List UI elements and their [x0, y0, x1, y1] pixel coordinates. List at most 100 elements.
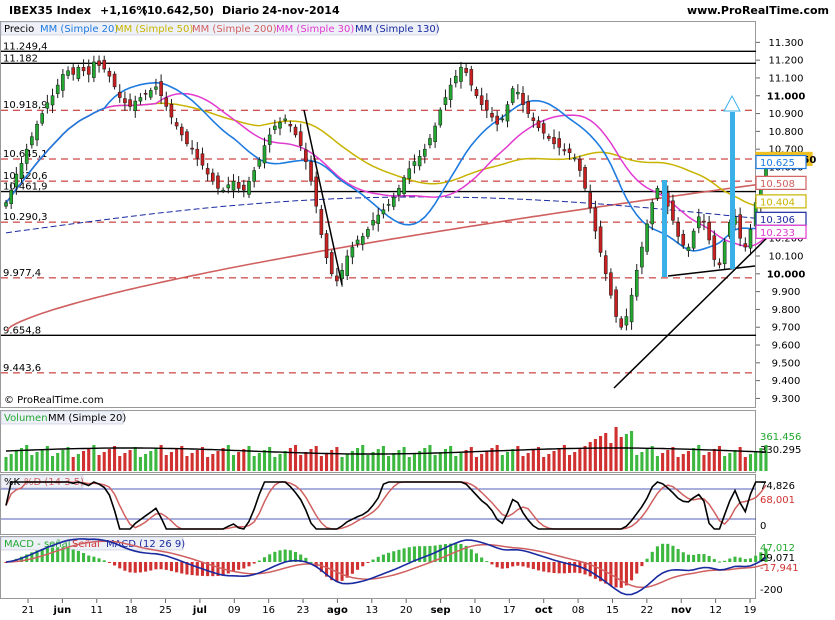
macd-hist-bar: [764, 548, 768, 562]
macd-hist-bar: [702, 554, 706, 562]
legend-mm20: MM (Simple 20): [40, 24, 118, 35]
x-tick-label: 13: [365, 605, 378, 616]
macd-hist-bar: [211, 562, 215, 577]
volume-bar: [635, 455, 639, 471]
volume-bar: [299, 455, 303, 471]
macd-hist-bar: [299, 554, 303, 562]
candle-body: [50, 95, 55, 106]
volume-bar: [593, 439, 597, 471]
level-label: 10.461,9: [3, 182, 48, 193]
volume-bar: [288, 448, 292, 471]
candle-body: [417, 156, 422, 167]
mm20-line: [5, 81, 767, 252]
macd-hist-bar: [485, 561, 489, 563]
volume-bar: [454, 456, 458, 471]
volume-bar: [433, 455, 437, 471]
candle: [66, 66, 70, 80]
macd-hist-bar: [505, 562, 510, 569]
macd-hist-bar: [547, 562, 551, 573]
candle-body: [593, 207, 598, 232]
downtrend-line: [303, 109, 343, 286]
volume-bar: [40, 449, 44, 471]
volume-bar: [61, 450, 65, 471]
candle-body: [391, 196, 396, 207]
candle-body: [288, 123, 293, 127]
macd-hist-bar: [526, 562, 530, 568]
volume-bar: [474, 457, 479, 471]
symbol-title: IBEX35 Index: [9, 4, 91, 17]
last-value-label: 10.508: [760, 179, 795, 190]
volume-bar: [133, 447, 137, 471]
candle-body: [195, 148, 200, 159]
candle: [4, 199, 8, 209]
candle-body: [159, 81, 163, 97]
macd-hist-bar: [624, 562, 628, 586]
candle-body: [428, 138, 432, 146]
stoch-k-line: [5, 481, 766, 530]
candle: [407, 160, 412, 185]
macd-hist-bar: [159, 562, 163, 570]
candle: [335, 267, 339, 287]
price-tick-label: 9.800: [772, 305, 801, 316]
volume-bar: [195, 450, 199, 471]
candle-body: [603, 255, 608, 275]
candle: [557, 131, 561, 156]
candle-body: [500, 118, 505, 121]
candle: [609, 268, 613, 299]
level-label: 9.654,8: [3, 325, 41, 336]
volume-bar: [361, 445, 365, 471]
candle-body: [572, 157, 577, 160]
volume-bar: [707, 452, 711, 471]
candle-body: [567, 148, 572, 153]
macd-signal-line: [5, 540, 767, 589]
candle: [603, 250, 608, 281]
volume-bar: [526, 453, 530, 471]
candle: [138, 93, 143, 105]
volume-bar: [480, 454, 484, 471]
candle: [722, 238, 727, 271]
candle-body: [422, 148, 427, 157]
macd-hist-bar: [268, 554, 272, 562]
site-title: www.ProRealTime.com: [687, 4, 829, 17]
candle-body: [216, 175, 220, 189]
candle-body: [619, 318, 624, 328]
candle: [231, 174, 236, 199]
volume-bar: [469, 447, 473, 471]
price-title: (10.642,50): [142, 4, 214, 17]
candle: [314, 171, 318, 214]
candle-body: [24, 148, 29, 164]
candle-body: [386, 204, 391, 206]
volume-bar: [252, 456, 256, 471]
macd-hist-bar: [666, 543, 670, 562]
volume-bar: [764, 445, 768, 471]
candle: [521, 86, 525, 113]
macd-hist-bar: [402, 548, 406, 562]
last-value-box: [755, 194, 807, 209]
volume-bar: [231, 455, 236, 471]
volume-bar: [247, 446, 251, 471]
volume-bar: [273, 457, 277, 471]
volume-bar: [686, 451, 690, 471]
volume-bar: [392, 453, 396, 471]
volume-bar: [438, 452, 442, 471]
candle-body: [247, 180, 251, 195]
volume-bar: [25, 445, 29, 471]
candle-body: [278, 122, 282, 129]
candle: [81, 59, 86, 77]
volume-bar: [573, 452, 577, 471]
price-tick-label: 9.400: [772, 376, 801, 387]
candle-body: [454, 75, 458, 84]
volume-bar: [221, 448, 225, 471]
x-tick-label: 25: [159, 605, 172, 616]
candle-body: [376, 214, 381, 224]
candle: [624, 308, 629, 331]
candle: [216, 172, 220, 195]
volume-bar: [309, 449, 313, 471]
candle-body: [304, 149, 308, 162]
macd-hist-bar: [66, 547, 70, 562]
volume-bar: [356, 448, 360, 471]
legend-macd-hist: MACD - señal: [4, 539, 71, 550]
volume-bar: [262, 450, 267, 471]
candle-body: [397, 188, 401, 196]
